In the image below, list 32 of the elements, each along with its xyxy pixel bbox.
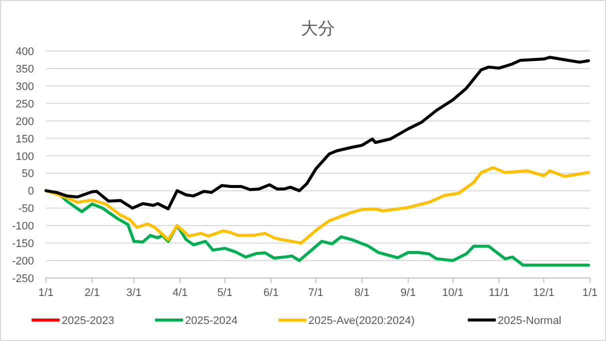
y-tick-label: -200 <box>12 256 34 268</box>
x-tick-label: 1/1 <box>582 287 598 299</box>
chart-title: 大分 <box>301 19 335 38</box>
y-tick-label: 250 <box>16 98 34 110</box>
y-tick-label: 150 <box>16 133 34 146</box>
x-tick-label: 4/1 <box>172 287 188 299</box>
x-tick-label: 5/1 <box>217 287 232 299</box>
y-tick-label: 300 <box>16 80 34 93</box>
y-tick-label: -50 <box>18 203 34 216</box>
y-tick-label: 0 <box>28 186 34 198</box>
y-tick-label: 50 <box>22 168 34 180</box>
y-tick-label: 100 <box>16 150 34 163</box>
y-tick-label: 400 <box>16 46 34 58</box>
legend-label: 2025-2024 <box>185 315 238 327</box>
legend-label: 2025-Ave(2020:2024) <box>308 315 415 327</box>
legend-label: 2025-Normal <box>498 315 562 327</box>
x-tick-label: 8/1 <box>354 287 370 299</box>
x-tick-label: 1/1 <box>38 287 54 299</box>
x-tick-label: 6/1 <box>263 287 279 299</box>
x-tick-label: 10/1 <box>442 287 464 299</box>
y-tick-label: -100 <box>12 220 34 233</box>
y-tick-label: -150 <box>12 238 34 250</box>
x-tick-label: 12/1 <box>533 287 555 299</box>
y-tick-label: 200 <box>16 116 34 128</box>
x-tick-label: 9/1 <box>400 287 416 299</box>
y-tick-label: -250 <box>12 273 34 285</box>
legend-label: 2025-2023 <box>62 315 114 327</box>
y-tick-label: 350 <box>16 63 34 76</box>
x-tick-label: 2/1 <box>84 287 100 299</box>
x-tick-label: 11/1 <box>488 287 510 299</box>
x-tick-label: 7/1 <box>308 287 324 299</box>
x-tick-label: 3/1 <box>126 287 142 299</box>
